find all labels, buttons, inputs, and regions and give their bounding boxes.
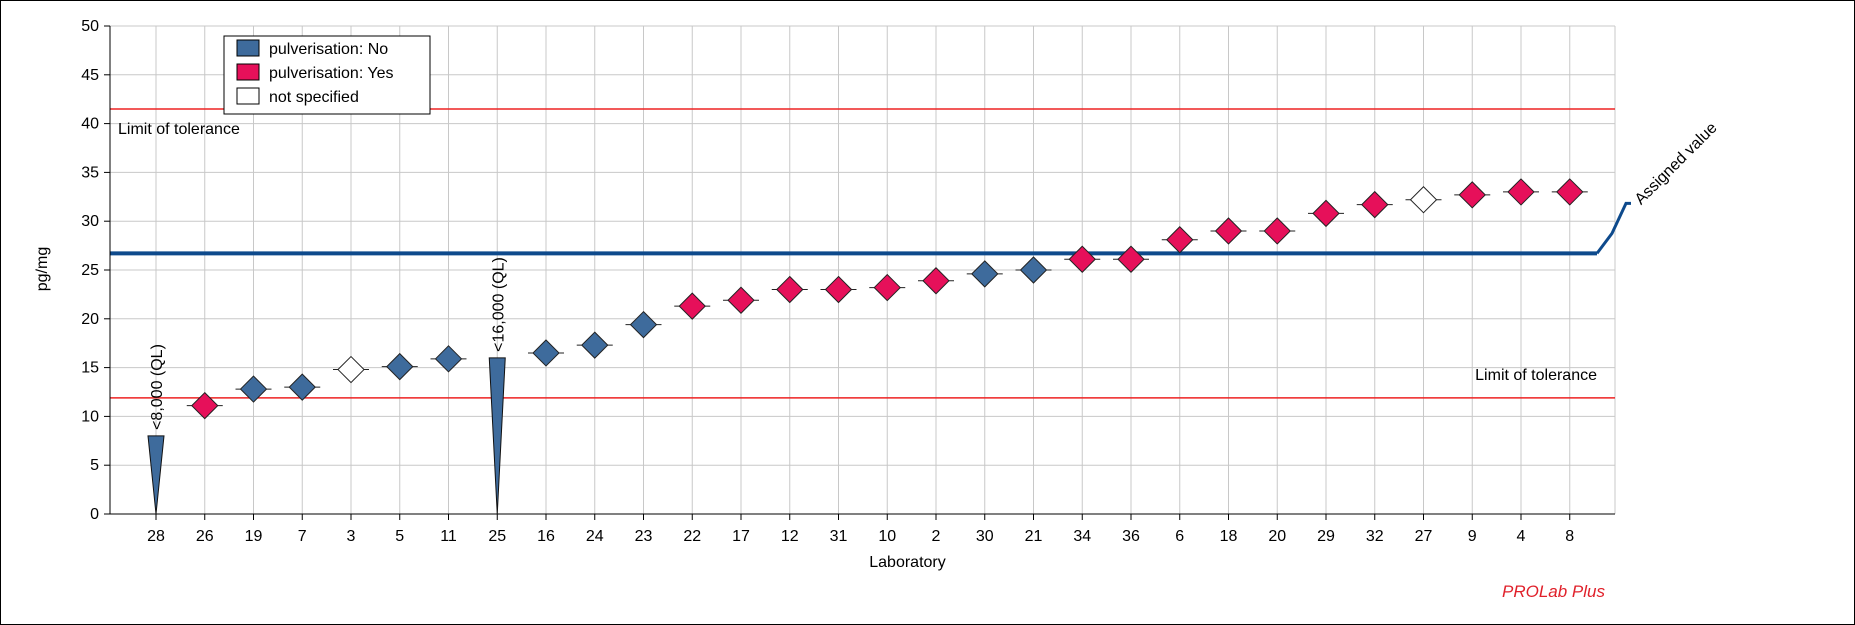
- y-tick-label: 0: [90, 506, 99, 523]
- data-point: [288, 373, 316, 401]
- y-tick-label: 10: [81, 408, 99, 425]
- data-point: [1409, 186, 1438, 214]
- ql-label: <16,000 (QL): [490, 257, 507, 352]
- x-tick-label: 12: [781, 528, 799, 545]
- data-point: [239, 375, 268, 403]
- below-ql-marker: [147, 435, 165, 515]
- y-tick-label: 15: [81, 360, 99, 377]
- data-point: [922, 267, 950, 295]
- legend-swatch: [236, 63, 260, 81]
- data-point: [1068, 245, 1096, 273]
- ql-label: <8,000 (QL): [149, 344, 166, 430]
- x-tick-label: 6: [1175, 528, 1184, 545]
- x-tick-label: 23: [635, 528, 653, 545]
- data-point: [191, 391, 219, 420]
- data-point: [581, 331, 609, 359]
- assigned-value-line: Assigned value: [110, 119, 1721, 256]
- assigned-value-leader: [1595, 201, 1631, 255]
- x-tick-label: 22: [683, 528, 701, 545]
- x-tick-label: 18: [1220, 528, 1238, 545]
- data-point: [776, 275, 804, 304]
- data-point: [1458, 181, 1486, 209]
- grid: [110, 25, 1616, 514]
- brand-label: PROLab Plus: [1502, 582, 1605, 601]
- x-tick-label: 26: [196, 528, 214, 545]
- data-point: [532, 339, 560, 367]
- x-tick-label: 17: [732, 528, 750, 545]
- data-point: [434, 345, 463, 373]
- data-point: [1166, 226, 1194, 254]
- y-tick-label: 5: [90, 457, 99, 474]
- y-tick-label: 40: [81, 116, 99, 133]
- data-point: [1361, 190, 1389, 219]
- x-tick-label: 20: [1268, 528, 1286, 545]
- x-tick-label: 34: [1073, 528, 1091, 545]
- x-tick-label: 10: [878, 528, 896, 545]
- legend-label: pulverisation: Yes: [269, 65, 394, 82]
- y-tick-label: 35: [81, 164, 99, 181]
- data-point: [1019, 256, 1048, 284]
- x-tick-label: 3: [347, 528, 356, 545]
- data-point: [386, 352, 414, 381]
- data-point: [824, 275, 853, 304]
- x-tick-label: 19: [245, 528, 263, 545]
- y-tick-label: 30: [81, 213, 99, 230]
- x-tick-label: 24: [586, 528, 604, 545]
- data-point: [727, 286, 755, 314]
- y-tick-label: 20: [81, 311, 99, 328]
- x-tick-label: 8: [1565, 528, 1574, 545]
- x-axis-title: Laboratory: [869, 554, 946, 571]
- x-tick-label: 32: [1366, 528, 1384, 545]
- tolerance-label-lower: Limit of tolerance: [1475, 367, 1597, 384]
- data-point: [629, 310, 658, 339]
- x-tick-label: 28: [147, 528, 165, 545]
- x-tick-label: 29: [1317, 528, 1335, 545]
- data-point: [1507, 178, 1535, 206]
- data-point: [1556, 178, 1584, 206]
- y-tick-label: 25: [81, 262, 99, 279]
- x-tick-label: 5: [395, 528, 404, 545]
- tolerance-label-upper: Limit of tolerance: [118, 121, 240, 138]
- legend-swatch: [236, 39, 260, 57]
- data-point: [1263, 217, 1291, 245]
- assigned-value-label: Assigned value: [1632, 119, 1721, 208]
- x-tick-label: 27: [1415, 528, 1433, 545]
- x-tick-label: 30: [976, 528, 994, 545]
- y-axis-title: pg/mg: [34, 247, 51, 291]
- data-point: [337, 355, 365, 384]
- legend-swatch: [236, 87, 260, 105]
- x-tick-label: 4: [1517, 528, 1526, 545]
- data-point: [1312, 199, 1340, 228]
- below-ql-marker: [488, 357, 506, 515]
- legend: pulverisation: No pulverisation: Yes not s…: [223, 35, 431, 115]
- x-tick-label: 7: [298, 528, 307, 545]
- x-tick-label: 21: [1025, 528, 1043, 545]
- data-point: [873, 273, 901, 302]
- x-tick-label: 31: [830, 528, 848, 545]
- data-point: [1117, 245, 1145, 273]
- data-point: [971, 260, 999, 288]
- data-point: [678, 292, 706, 320]
- tolerance-lines: Limit of tolerance Limit of tolerance: [110, 108, 1615, 399]
- x-tick-label: 25: [488, 528, 506, 545]
- x-tick-label: 16: [537, 528, 555, 545]
- data-point: [1214, 217, 1243, 245]
- x-tick-label: 2: [932, 528, 941, 545]
- data-marks: <8,000 (QL) <16,000 (QL): [147, 178, 1588, 515]
- legend-label: not specified: [269, 89, 359, 106]
- legend-label: pulverisation: No: [269, 41, 388, 58]
- x-tick-label: 36: [1122, 528, 1140, 545]
- y-tick-label: 45: [81, 67, 99, 84]
- x-tick-label: 11: [440, 528, 457, 545]
- x-tick-label: 9: [1468, 528, 1477, 545]
- y-tick-label: 50: [81, 18, 99, 35]
